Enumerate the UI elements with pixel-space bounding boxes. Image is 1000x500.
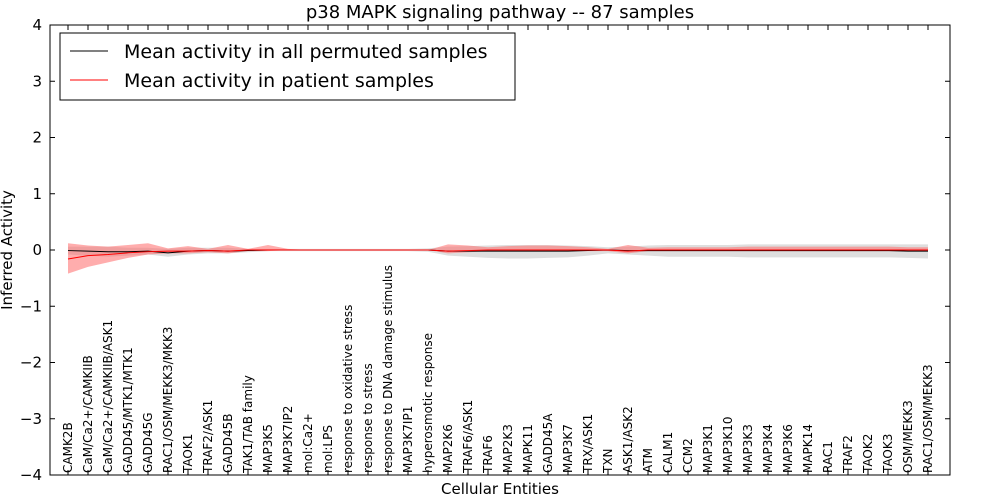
x-tick-label: OSM/MEKK3	[901, 400, 915, 473]
x-axis-tick-labels: CAMK2B CaM/Ca2+/CAMKIIB CaM/Ca2+/CAMKIIB/A…	[61, 265, 935, 474]
x-tick-label: MAP3K4	[761, 424, 775, 473]
y-tick-label: −2	[20, 354, 42, 372]
x-tick-label: GADD45G	[141, 412, 155, 473]
x-tick-label: TRAF6/ASK1	[461, 400, 475, 474]
x-tick-label: TRAF6	[481, 435, 495, 474]
x-tick-label: response to stress	[361, 363, 375, 473]
y-tick-label: 3	[32, 72, 42, 90]
x-tick-label: CaM/Ca2+/CAMKIIB	[81, 355, 95, 473]
x-tick-label: MAPK11	[521, 424, 535, 473]
x-tick-label: RAC1	[821, 441, 835, 473]
legend-label-patient: Mean activity in patient samples	[124, 70, 434, 92]
x-tick-label: ASK1/ASK2	[621, 406, 635, 473]
x-tick-label: TRAF2/ASK1	[201, 400, 215, 474]
chart-title: p38 MAPK signaling pathway -- 87 samples	[306, 2, 694, 23]
x-axis-ticks	[67, 25, 929, 475]
x-tick-label: MAP3K7IP2	[281, 406, 295, 473]
x-tick-label: mol:LPS	[321, 425, 335, 473]
x-tick-label: MAP3K7	[561, 424, 575, 473]
x-tick-label: CALM1	[661, 432, 675, 473]
x-tick-label: GADD45A	[541, 413, 555, 473]
x-tick-label: MAP2K3	[501, 424, 515, 473]
x-tick-label: MAP3K1	[701, 424, 715, 473]
x-tick-label: GADD45/MTK1/MTK1	[121, 347, 135, 473]
y-tick-label: 1	[32, 185, 42, 203]
x-tick-label: RAC1/OSM/MEKK3	[921, 364, 935, 473]
x-tick-label: MAP3K7IP1	[401, 406, 415, 473]
legend: Mean activity in all permuted samples Me…	[59, 32, 516, 101]
x-tick-label: GADD45B	[221, 414, 235, 474]
band-patient	[68, 243, 928, 274]
x-tick-label: mol:Ca2+	[301, 413, 315, 473]
x-tick-label: TAOK1	[181, 434, 195, 474]
y-tick-label: 4	[32, 16, 42, 34]
y-axis-label: Inferred Activity	[0, 190, 16, 310]
x-axis-label: Cellular Entities	[441, 480, 559, 498]
y-tick-label: 0	[32, 241, 42, 259]
x-tick-label: TAK1/TAB family	[241, 375, 255, 474]
y-tick-label: −1	[20, 297, 42, 315]
x-tick-label: response to oxidative stress	[341, 305, 355, 473]
x-tick-label: CAMK2B	[61, 422, 75, 473]
line-patient	[67, 249, 928, 260]
x-tick-label: MAP2K6	[441, 424, 455, 473]
legend-label-permuted: Mean activity in all permuted samples	[124, 41, 487, 63]
confidence-bands	[68, 243, 928, 274]
legend-box	[59, 32, 516, 101]
x-tick-label: MAP3K6	[781, 424, 795, 473]
y-tick-label: −3	[20, 410, 42, 428]
x-tick-label: MAP3K10	[721, 416, 735, 473]
x-tick-label: TXN	[601, 448, 615, 474]
x-tick-label: CaM/Ca2+/CAMKIIB/ASK1	[101, 320, 115, 473]
x-tick-label: hyperosmotic response	[421, 333, 435, 473]
y-tick-label: −4	[20, 466, 42, 484]
x-tick-label: MAP3K5	[261, 424, 275, 473]
x-tick-label: MAPK14	[801, 424, 815, 473]
x-tick-label: TAOK2	[861, 434, 875, 474]
y-axis-ticks: −4 −3 −2 −1 0 1 2 3 4	[20, 16, 950, 484]
y-tick-label: 2	[32, 129, 42, 147]
x-tick-label: RAC1/OSM/MEKK3/MKK3	[161, 327, 175, 473]
x-tick-label: response to DNA damage stimulus	[381, 265, 395, 473]
x-tick-label: TRAF2	[841, 435, 855, 474]
x-tick-label: ATM	[641, 448, 655, 473]
x-tick-label: TAOK3	[881, 434, 895, 474]
x-tick-label: TRX/ASK1	[581, 414, 595, 474]
series-lines	[67, 249, 928, 260]
x-tick-label: CCM2	[681, 438, 695, 473]
x-tick-label: MAP3K3	[741, 424, 755, 473]
